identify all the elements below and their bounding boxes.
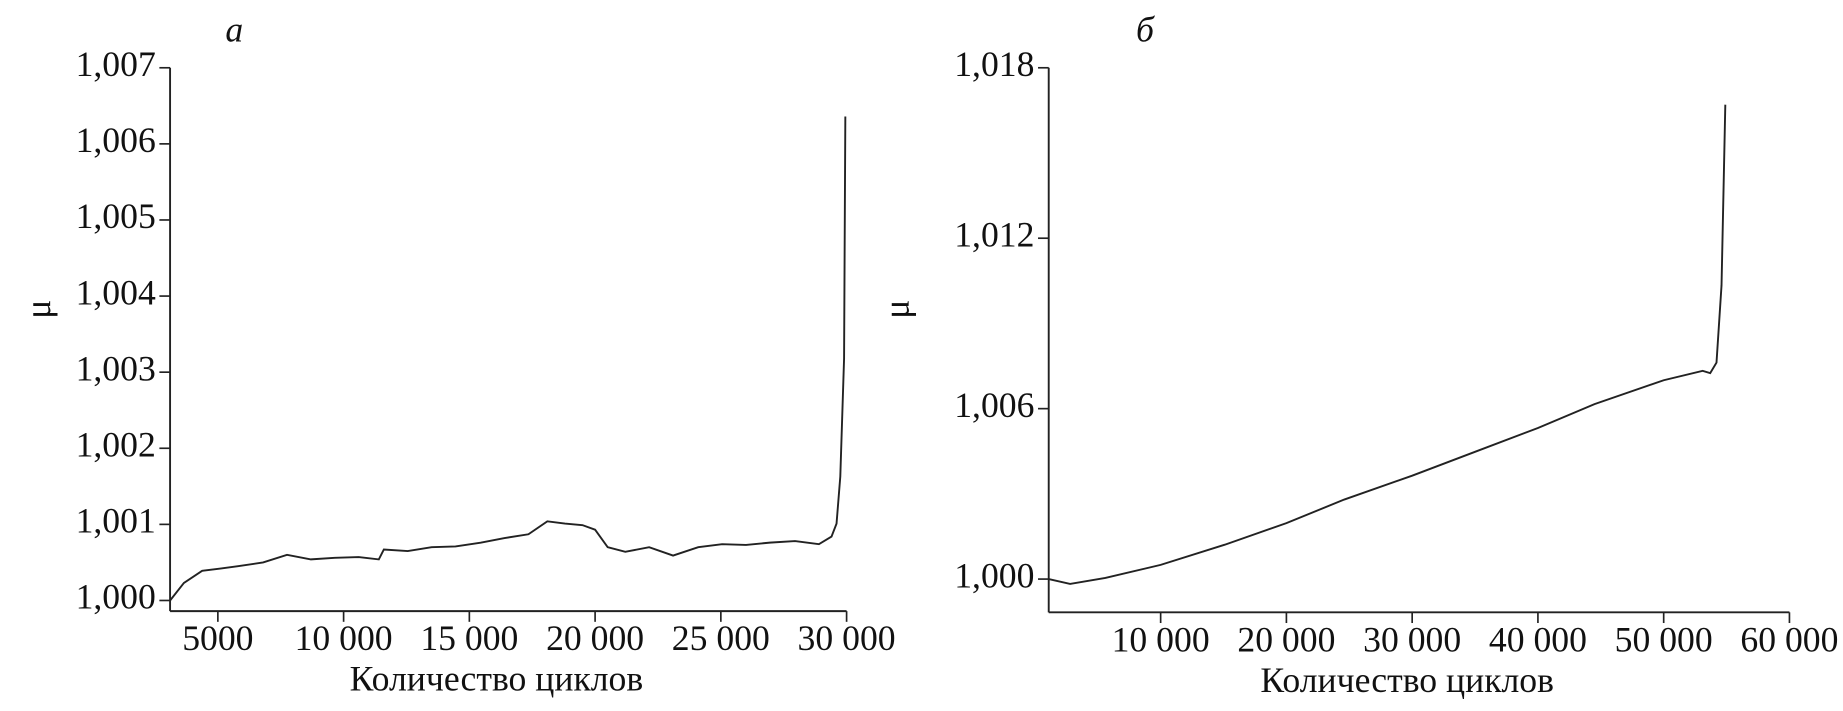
y-tick-label: 1,006	[76, 120, 156, 160]
x-tick-label: 10 000	[1112, 619, 1210, 659]
y-tick-label: 1,003	[76, 348, 156, 388]
y-tick-label: 1,006	[954, 385, 1034, 425]
x-tick-label: 25 000	[672, 618, 770, 658]
y-tick-label: 1,018	[954, 44, 1034, 84]
x-tick-label: 20 000	[546, 618, 644, 658]
y-tick-label: 1,002	[76, 424, 156, 464]
y-tick-label: 1,004	[76, 272, 156, 312]
x-tick-label: 10 000	[295, 618, 393, 658]
panel-label: б	[1136, 9, 1155, 49]
x-tick-label: 5000	[182, 618, 253, 658]
y-tick-label: 1,007	[76, 44, 156, 84]
y-axis-label: μ	[876, 300, 916, 319]
x-tick-label: 15 000	[420, 618, 518, 658]
data-line	[169, 116, 847, 602]
y-tick-label: 1,005	[76, 196, 156, 236]
x-tick-label: 40 000	[1489, 619, 1587, 659]
x-tick-label: 50 000	[1615, 619, 1713, 659]
x-tick-label: 20 000	[1237, 619, 1335, 659]
x-tick-label: 30 000	[1363, 619, 1461, 659]
y-tick-label: 1,012	[954, 214, 1034, 254]
y-axis-label: μ	[18, 300, 58, 319]
x-tick-label: 30 000	[798, 618, 896, 658]
panel-label: а	[225, 9, 243, 49]
y-tick-label: 1,000	[954, 555, 1034, 595]
x-axis-label: Количество циклов	[350, 659, 644, 699]
data-line	[1048, 104, 1727, 585]
x-tick-label: 60 000	[1740, 619, 1838, 659]
y-tick-label: 1,001	[76, 501, 156, 541]
y-tick-label: 1,000	[76, 577, 156, 617]
x-axis-label: Количество циклов	[1260, 660, 1554, 700]
